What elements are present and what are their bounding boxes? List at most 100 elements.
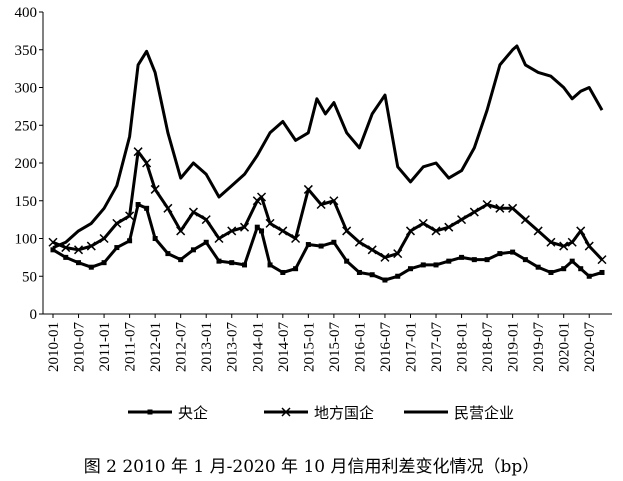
data-point [569, 258, 575, 264]
data-point [135, 202, 141, 208]
data-point [457, 215, 467, 225]
x-tick-label: 2013-01 [199, 322, 215, 372]
series-1 [50, 202, 605, 283]
data-point [99, 233, 109, 244]
legend-marker [147, 409, 153, 415]
data-point [259, 228, 265, 234]
legend: 央企 地方国企 民营企业 [128, 404, 514, 422]
data-point [101, 260, 107, 266]
legend-item-1: 央企 [128, 404, 208, 422]
x-tick-label: 2018-07 [480, 322, 496, 372]
data-point [203, 239, 209, 245]
data-point [74, 245, 84, 255]
y-tick-label: 250 [15, 118, 38, 134]
data-point [522, 257, 528, 263]
data-point [254, 224, 260, 230]
data-point [495, 203, 505, 213]
data-point [127, 238, 133, 244]
series-line [52, 44, 604, 249]
data-point [497, 251, 503, 257]
x-tick-label: 2014-07 [276, 322, 292, 372]
legend-item-3: 民营企业 [404, 404, 514, 422]
data-point [165, 251, 171, 257]
data-point [201, 215, 211, 225]
y-tick-label: 100 [15, 232, 38, 248]
data-point [535, 264, 541, 270]
y-tick-label: 300 [15, 81, 38, 97]
data-point [125, 211, 135, 221]
x-tick-label: 2017-01 [403, 322, 419, 372]
y-tick-label: 200 [15, 156, 38, 172]
data-point [356, 269, 362, 275]
x-tick-label: 2013-07 [225, 322, 241, 372]
data-point [316, 199, 326, 210]
data-point [293, 266, 299, 272]
data-point [163, 203, 173, 213]
data-point [152, 236, 158, 241]
data-point [144, 205, 150, 211]
x-tick-label: 2010-01 [46, 322, 62, 372]
data-point [567, 237, 577, 247]
data-point [380, 252, 390, 262]
data-point [176, 226, 186, 236]
data-point [576, 226, 586, 236]
y-tick-label: 350 [15, 43, 38, 59]
data-point [318, 243, 324, 249]
data-point [459, 254, 465, 260]
x-tick-label: 2020-01 [557, 322, 573, 372]
x-tick-label: 2014-01 [250, 322, 266, 372]
data-point [114, 245, 120, 251]
x-tick-label: 2015-01 [301, 322, 317, 372]
data-point [482, 199, 492, 210]
data-point [257, 192, 267, 202]
data-point [561, 266, 567, 272]
x-tick-label: 2019-01 [506, 322, 522, 372]
series-3 [52, 44, 604, 249]
data-point [548, 269, 554, 275]
data-point [420, 262, 426, 268]
data-point [305, 242, 311, 248]
data-point [382, 277, 388, 283]
data-point [303, 184, 313, 194]
data-point [484, 257, 490, 263]
data-point [86, 241, 96, 251]
y-tick-label: 400 [15, 5, 38, 21]
legend-item-2: 地方国企 [264, 404, 374, 422]
data-point [393, 249, 403, 259]
data-point [395, 273, 401, 279]
x-tick-label: 2011-07 [123, 322, 139, 372]
data-point [50, 247, 56, 253]
data-point [265, 218, 275, 228]
data-point [508, 203, 518, 213]
data-point [597, 255, 607, 265]
data-point [291, 233, 301, 244]
data-point [331, 239, 337, 245]
chart-axes: 0 50 100 150 200 250 300 350 400 2010-01 2010-07 20… [15, 5, 612, 372]
figure-caption: 图 2 2010 年 1 月-2020 年 10 月信用利差变化情况（bp） [83, 457, 540, 477]
data-point [63, 254, 69, 260]
x-tick-label: 2011-01 [97, 322, 113, 371]
data-point [444, 222, 454, 232]
data-point [599, 269, 605, 275]
series-layer [48, 44, 607, 283]
data-point [88, 264, 94, 270]
data-point [446, 258, 452, 264]
x-tick-label: 2019-07 [531, 322, 547, 372]
data-point [433, 262, 439, 268]
legend-label: 央企 [178, 404, 208, 422]
series-2 [48, 147, 607, 265]
data-point [510, 249, 516, 255]
data-point [405, 226, 416, 236]
data-point [369, 272, 375, 278]
data-point [133, 147, 143, 157]
y-tick-label: 150 [15, 194, 38, 210]
data-point [239, 222, 250, 232]
data-point [584, 241, 594, 251]
x-tick-label: 2016-07 [378, 322, 394, 372]
x-tick-label: 2010-07 [72, 322, 88, 372]
x-tick-label: 2020-07 [582, 322, 598, 372]
data-point [150, 184, 160, 194]
x-tick-label: 2018-01 [455, 322, 471, 372]
data-point [188, 207, 198, 217]
